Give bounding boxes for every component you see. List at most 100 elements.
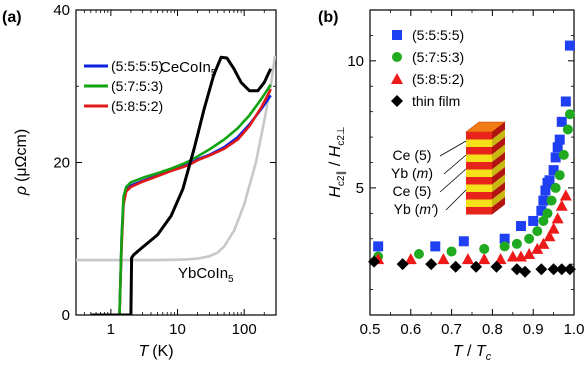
superlattice-layer-side xyxy=(492,167,505,185)
b-point-circle xyxy=(564,109,575,120)
b-point-triangle xyxy=(523,248,536,259)
superlattice-layer-side xyxy=(492,159,505,177)
superlattice-layer-side xyxy=(492,129,505,147)
b-x-tick-label: 0.5 xyxy=(360,321,381,338)
b-point-diamond xyxy=(425,258,438,271)
b-point-square xyxy=(373,241,384,252)
superlattice-layer-side xyxy=(492,182,505,200)
superlattice-labels: Ce (5) Yb (m) Ce (5) Yb (m′) xyxy=(391,140,467,217)
inset-label-ce-1: Ce (5) xyxy=(393,147,432,163)
b-point-circle xyxy=(546,195,557,206)
superlattice-layer xyxy=(466,177,492,185)
panel-a-axes: 1 10 100 0 20 40 xyxy=(53,2,276,338)
b-legend-marker-triangle xyxy=(391,73,403,84)
b-point-square xyxy=(552,142,563,153)
b-point-square xyxy=(554,134,565,145)
panel-a-legend: (5:5:5:5) (5:7:5:3) (5:8:5:2) xyxy=(84,58,163,114)
superlattice-layer-side xyxy=(492,174,505,192)
b-point-triangle xyxy=(559,189,572,201)
superlattice-layer xyxy=(466,192,492,200)
b-point-diamond xyxy=(535,263,548,276)
b-point-square xyxy=(515,221,526,232)
a-legend-label: (5:7:5:3) xyxy=(111,78,163,94)
b-point-circle xyxy=(562,124,573,135)
b-point-triangle xyxy=(555,199,568,211)
b-point-circle xyxy=(532,226,543,237)
superlattice-layer xyxy=(466,199,492,207)
a-y-tick-label: 40 xyxy=(53,2,70,19)
b-point-triangle xyxy=(531,242,544,254)
b-x-tick-label: 0.8 xyxy=(482,321,503,338)
inset-pointer-ce-2 xyxy=(439,168,467,193)
b-x-tick-label: 0.6 xyxy=(400,321,421,338)
superlattice-layer xyxy=(466,139,492,147)
b-point-circle xyxy=(538,215,549,226)
a-x-tick-label: 100 xyxy=(232,321,257,338)
panel-b-series xyxy=(368,40,576,278)
b-y-tick-label: 10 xyxy=(347,53,364,70)
superlattice-layer-side xyxy=(492,197,505,215)
panel-a: (a) 1 10 100 0 20 40 (5:5:5:5) (5:7:5:3) (5:8:5… xyxy=(2,2,277,360)
panel-b-legend: (5:5:5:5) (5:7:5:3) (5:8:5:2) thin film xyxy=(391,27,464,109)
panel-a-annotation-cecoin5: CeCoIn5 xyxy=(160,59,217,79)
b-point-square xyxy=(536,205,547,216)
b-point-circle xyxy=(558,149,569,160)
a-x-tick-label: 1 xyxy=(107,321,115,338)
inset-label-yb-mprime: Yb (m′) xyxy=(394,201,439,217)
a-x-tick-label: 10 xyxy=(169,321,186,338)
b-legend-label: (5:7:5:3) xyxy=(412,49,464,65)
b-point-square xyxy=(458,236,469,247)
b-y-tick-label: 5 xyxy=(356,180,364,197)
b-point-triangle xyxy=(543,230,556,242)
superlattice-layer-side xyxy=(492,122,505,140)
b-point-triangle xyxy=(404,253,417,265)
b-legend-marker-circle xyxy=(392,52,402,62)
a-series-line-CeCoIn5 xyxy=(90,55,273,315)
b-point-triangle xyxy=(506,250,519,262)
superlattice-layer-side xyxy=(492,137,505,155)
b-legend-label: thin film xyxy=(412,93,460,109)
panel-b-y-axis-label: Hc2∥ / Hc2⊥ xyxy=(327,126,347,197)
a-y-tick-label: 0 xyxy=(62,307,70,324)
b-point-square xyxy=(528,215,539,226)
b-point-square xyxy=(564,40,575,51)
panel-a-series xyxy=(76,55,276,315)
panel-b-label: (b) xyxy=(318,9,338,26)
b-point-circle xyxy=(524,233,535,244)
b-point-triangle xyxy=(461,253,474,265)
b-legend-marker-diamond xyxy=(391,95,403,107)
superlattice-layer xyxy=(466,162,492,170)
b-point-circle xyxy=(479,243,490,254)
b-point-circle xyxy=(511,238,522,249)
b-point-circle xyxy=(499,241,510,252)
b-point-triangle xyxy=(437,253,450,265)
panel-b-x-axis-label: T / Tc xyxy=(453,343,492,363)
b-x-tick-label: 1.0 xyxy=(564,321,585,338)
inset-label-ce-2: Ce (5) xyxy=(393,183,432,199)
inset-label-yb-m: Yb (m) xyxy=(391,165,433,181)
a-series-line-5753 xyxy=(90,83,272,315)
b-point-square xyxy=(556,116,567,127)
b-legend-label: (5:8:5:2) xyxy=(412,71,464,87)
panel-a-y-axis-label: ρ(μΩcm) xyxy=(13,129,30,196)
b-x-tick-label: 0.7 xyxy=(441,321,462,338)
superlattice-layer-side xyxy=(492,144,505,162)
panel-b-axes: 0.5 0.6 0.7 0.8 0.9 1.0 5 10 xyxy=(347,10,584,338)
b-legend-marker-square xyxy=(392,30,402,40)
a-legend-label: (5:8:5:2) xyxy=(111,98,163,114)
superlattice-layer xyxy=(466,207,492,215)
superlattice-layer xyxy=(466,132,492,140)
inset-pointer-yb-mprime xyxy=(445,189,467,211)
b-point-square xyxy=(544,175,555,186)
b-point-diamond xyxy=(490,260,503,273)
panel-a-x-axis-label: T (K) xyxy=(138,343,173,360)
b-point-triangle xyxy=(478,253,491,265)
superlattice-layer xyxy=(466,154,492,162)
b-point-square xyxy=(560,96,571,107)
b-x-tick-label: 0.9 xyxy=(523,321,544,338)
b-point-diamond xyxy=(519,265,532,278)
b-legend-label: (5:5:5:5) xyxy=(412,27,464,43)
panel-a-label: (a) xyxy=(2,9,22,26)
a-series-line-YbCoIn5 xyxy=(76,55,276,262)
